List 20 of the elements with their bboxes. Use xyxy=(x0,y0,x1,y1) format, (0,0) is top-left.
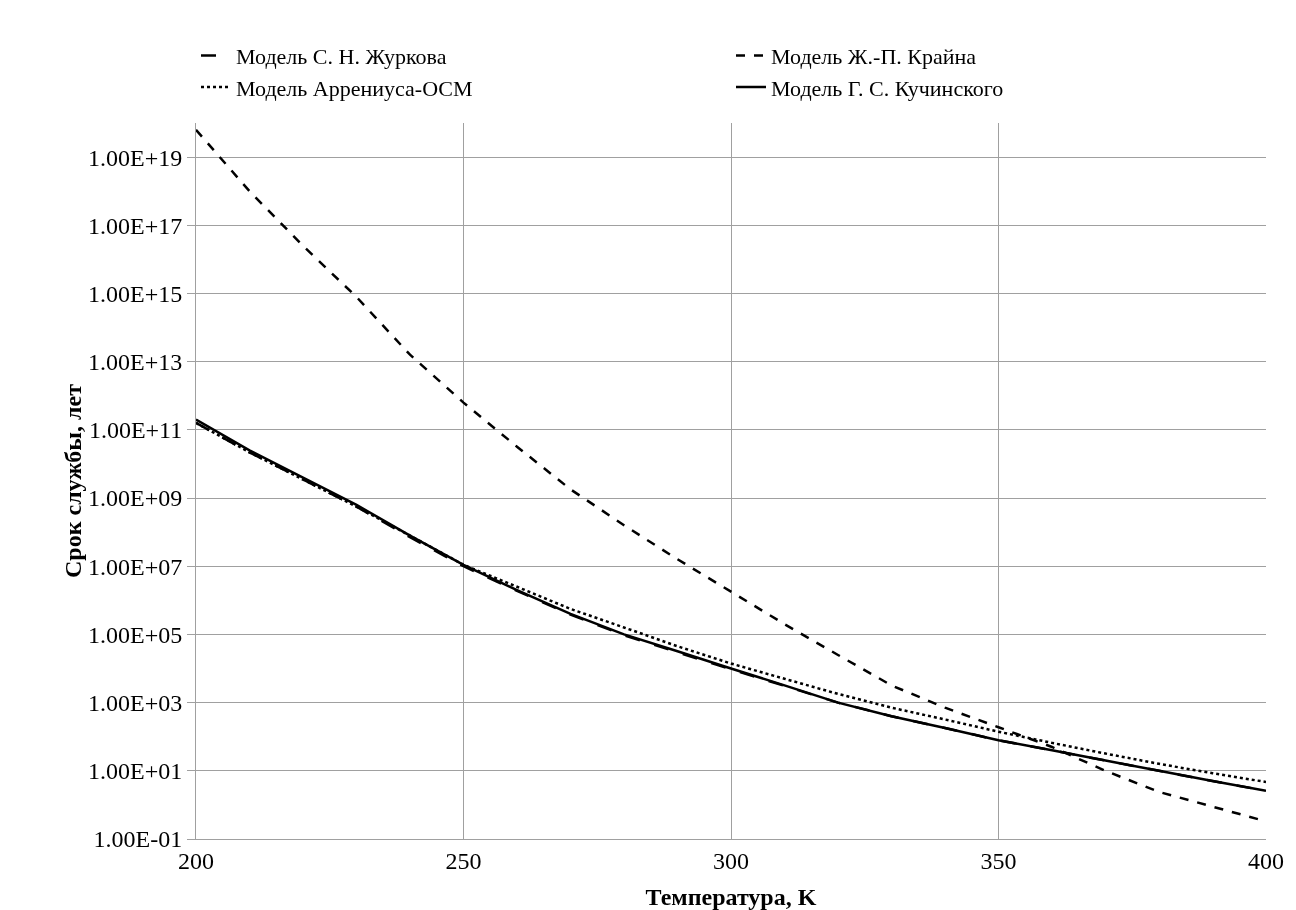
x-tick-label: 400 xyxy=(1248,847,1284,874)
y-tick-label: 1.00E+03 xyxy=(88,690,183,717)
y-tick-label: 1.00E+09 xyxy=(88,485,183,512)
y-tick-label: 1.00E+19 xyxy=(88,144,183,171)
y-tick-label: 1.00E+07 xyxy=(88,553,183,580)
legend-label: Модель Аррениуса-ОСМ xyxy=(236,75,473,101)
legend-label: Модель С. Н. Журкова xyxy=(236,44,447,70)
x-tick-label: 300 xyxy=(713,847,749,874)
legend-label: Модель Ж.-П. Крайна xyxy=(771,44,977,70)
x-tick-label: 250 xyxy=(445,847,482,874)
x-axis-title: Температура, K xyxy=(645,884,817,910)
legend-label: Модель Г. С. Кучинского xyxy=(771,75,1004,101)
y-tick-label: 1.00E+17 xyxy=(88,212,183,239)
y-axis-title: Срок службы, лет xyxy=(60,383,86,579)
y-tick-label: 1.00E+01 xyxy=(88,758,183,785)
y-tick-label: 1.00E+13 xyxy=(88,349,183,376)
y-tick-label: 1.00E+15 xyxy=(88,280,183,307)
y-tick-label: 1.00E+05 xyxy=(88,621,183,648)
x-tick-label: 350 xyxy=(980,847,1017,874)
y-tick-label: 1.00E+11 xyxy=(88,417,183,444)
